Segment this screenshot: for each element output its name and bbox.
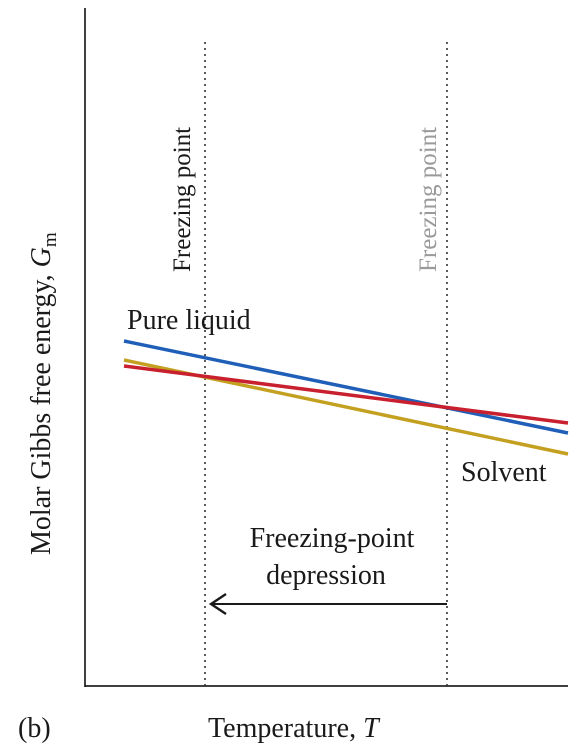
y-axis-label: Molar Gibbs free energy, Gm xyxy=(26,232,61,555)
solvent-label: Solvent xyxy=(461,457,547,488)
x-axis-label: Temperature, T xyxy=(208,713,381,744)
panel-label: (b) xyxy=(18,713,51,744)
freezing-point-right-label: Freezing point xyxy=(415,127,442,272)
pure-liquid-label: Pure liquid xyxy=(127,305,251,336)
pure-liquid-line xyxy=(123,339,569,435)
depression-label-line2: depression xyxy=(266,560,386,591)
solid-line xyxy=(123,364,569,425)
depression-label-line1: Freezing-point xyxy=(250,523,415,554)
freezing-point-left-label: Freezing point xyxy=(169,127,196,272)
left-arrow-icon xyxy=(208,593,447,615)
